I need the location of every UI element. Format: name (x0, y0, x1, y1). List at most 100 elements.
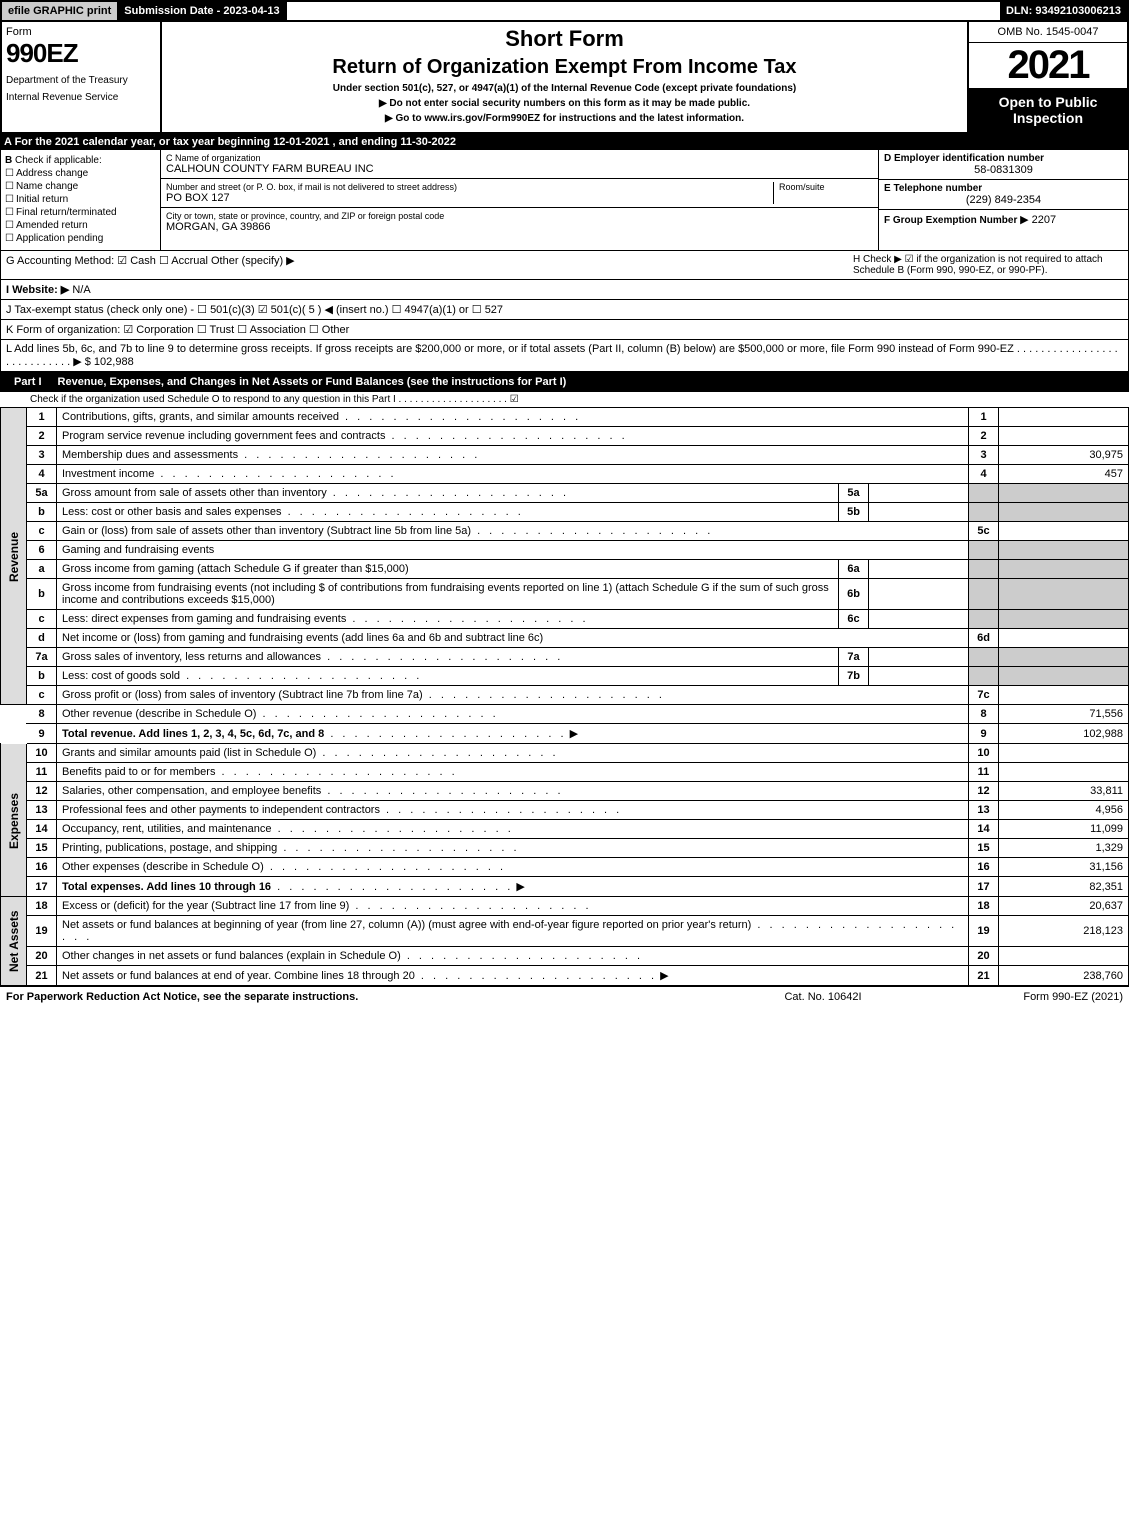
line-desc: Gross amount from sale of assets other t… (57, 484, 839, 503)
efile-print-button[interactable]: efile GRAPHIC print (2, 2, 118, 20)
chk-name-change[interactable]: Name change (5, 181, 156, 192)
line-num: 6 (27, 541, 57, 560)
line-num: 2 (27, 427, 57, 446)
short-form-label: Short Form (166, 26, 963, 52)
top-bar: efile GRAPHIC print Submission Date - 20… (0, 0, 1129, 22)
line-num: 18 (27, 897, 57, 916)
line-num: 3 (27, 446, 57, 465)
line-ref: 10 (969, 744, 999, 763)
line-desc: Other revenue (describe in Schedule O) (57, 705, 969, 724)
line-desc: Membership dues and assessments (57, 446, 969, 465)
section-b: B Check if applicable: Address change Na… (1, 150, 161, 250)
line-desc: Less: cost of goods sold (57, 667, 839, 686)
line-desc: Total expenses. Add lines 10 through 16 … (57, 877, 969, 897)
line-desc: Gross sales of inventory, less returns a… (57, 648, 839, 667)
inset-val (869, 560, 969, 579)
line-num: 4 (27, 465, 57, 484)
inset-val (869, 484, 969, 503)
subhead-3[interactable]: ▶ Go to www.irs.gov/Form990EZ for instru… (166, 113, 963, 124)
shaded-cell (969, 503, 999, 522)
line-desc: Printing, publications, postage, and shi… (57, 839, 969, 858)
form-number: 990EZ (6, 38, 156, 69)
line-num: b (27, 579, 57, 610)
line-num: 9 (27, 724, 57, 744)
line-num: 5a (27, 484, 57, 503)
row-h-schedule-b: H Check ▶ ☑ if the organization is not r… (843, 254, 1123, 276)
row-g-accounting: G Accounting Method: ☑ Cash ☐ Accrual Ot… (6, 254, 843, 276)
line-desc: Occupancy, rent, utilities, and maintena… (57, 820, 969, 839)
line-amount: 30,975 (999, 446, 1129, 465)
chk-final-return[interactable]: Final return/terminated (5, 207, 156, 218)
line-desc: Net income or (loss) from gaming and fun… (57, 629, 969, 648)
line-desc: Less: cost or other basis and sales expe… (57, 503, 839, 522)
line-desc: Grants and similar amounts paid (list in… (57, 744, 969, 763)
shaded-cell (999, 667, 1129, 686)
shaded-cell (999, 610, 1129, 629)
line-ref: 5c (969, 522, 999, 541)
line-ref: 14 (969, 820, 999, 839)
part-1-label: Part I (6, 375, 50, 389)
chk-address-change[interactable]: Address change (5, 168, 156, 179)
line-num: 20 (27, 947, 57, 966)
shaded-cell (969, 648, 999, 667)
line-ref: 12 (969, 782, 999, 801)
header-right: OMB No. 1545-0047 2021 Open to Public In… (967, 22, 1127, 132)
header-left: Form 990EZ Department of the Treasury In… (2, 22, 162, 132)
line-num: c (27, 610, 57, 629)
line-num: 12 (27, 782, 57, 801)
chk-initial-return[interactable]: Initial return (5, 194, 156, 205)
inset-val (869, 503, 969, 522)
line-desc: Less: direct expenses from gaming and fu… (57, 610, 839, 629)
city-state-zip: MORGAN, GA 39866 (166, 221, 873, 233)
c-label: C Name of organization (166, 153, 873, 163)
form-header: Form 990EZ Department of the Treasury In… (0, 22, 1129, 134)
row-a-period: A For the 2021 calendar year, or tax yea… (0, 134, 1129, 150)
line-amount: 11,099 (999, 820, 1129, 839)
line-amount (999, 744, 1129, 763)
netassets-section-label: Net Assets (1, 897, 27, 986)
inset-num: 6c (839, 610, 869, 629)
line-num: 7a (27, 648, 57, 667)
addr-label: Number and street (or P. O. box, if mail… (166, 182, 773, 192)
line-desc: Investment income (57, 465, 969, 484)
line-ref: 19 (969, 916, 999, 947)
line-amount: 218,123 (999, 916, 1129, 947)
line-amount (999, 947, 1129, 966)
identity-block: B Check if applicable: Address change Na… (0, 150, 1129, 251)
return-title: Return of Organization Exempt From Incom… (166, 56, 963, 79)
irs-label: Internal Revenue Service (6, 92, 156, 103)
department: Department of the Treasury (6, 75, 156, 86)
inset-num: 6a (839, 560, 869, 579)
line-num: 19 (27, 916, 57, 947)
shaded-cell (999, 560, 1129, 579)
page-footer: For Paperwork Reduction Act Notice, see … (0, 986, 1129, 1007)
row-j-tax-exempt: J Tax-exempt status (check only one) - ☐… (1, 300, 1128, 320)
line-desc: Gaming and fundraising events (57, 541, 969, 560)
section-c: C Name of organization CALHOUN COUNTY FA… (161, 150, 878, 250)
line-amount: 33,811 (999, 782, 1129, 801)
group-exemption: ▶ 2207 (1020, 214, 1056, 226)
line-num: 16 (27, 858, 57, 877)
room-label: Room/suite (779, 182, 873, 192)
b-text: Check if applicable: (15, 155, 102, 166)
line-ref: 1 (969, 408, 999, 427)
line-ref: 8 (969, 705, 999, 724)
line-desc: Excess or (deficit) for the year (Subtra… (57, 897, 969, 916)
ein: 58-0831309 (884, 164, 1123, 176)
row-l-gross-receipts: L Add lines 5b, 6c, and 7b to line 9 to … (1, 340, 1128, 371)
telephone: (229) 849-2354 (884, 194, 1123, 206)
dln: DLN: 93492103006213 (1000, 2, 1127, 20)
line-num: 17 (27, 877, 57, 897)
row-k-form-org: K Form of organization: ☑ Corporation ☐ … (1, 320, 1128, 340)
chk-application-pending[interactable]: Application pending (5, 233, 156, 244)
shaded-cell (969, 610, 999, 629)
shaded-cell (999, 648, 1129, 667)
line-amount: 71,556 (999, 705, 1129, 724)
misc-rows: G Accounting Method: ☑ Cash ☐ Accrual Ot… (0, 251, 1129, 372)
chk-amended-return[interactable]: Amended return (5, 220, 156, 231)
spacer (1, 724, 27, 744)
subhead-1: Under section 501(c), 527, or 4947(a)(1)… (166, 83, 963, 94)
line-ref: 11 (969, 763, 999, 782)
line-ref: 3 (969, 446, 999, 465)
line-amount: 1,329 (999, 839, 1129, 858)
